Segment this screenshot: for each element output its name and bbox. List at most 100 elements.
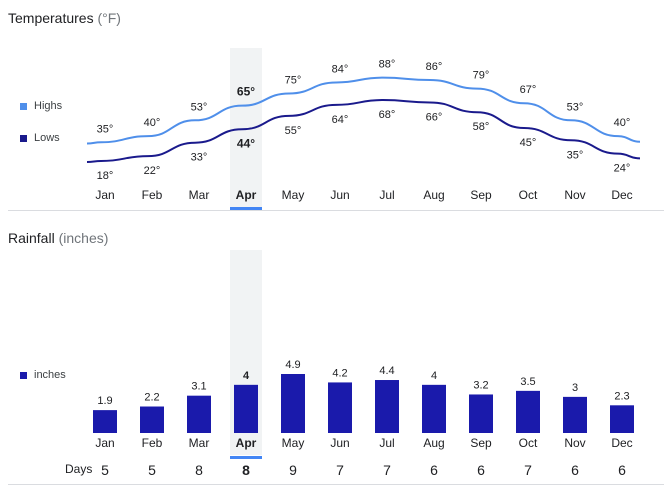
rainfall-bar bbox=[469, 394, 493, 433]
highs-data-label: 35° bbox=[97, 123, 114, 135]
temperatures-unit: (°F) bbox=[97, 10, 121, 26]
rainfall-swatch bbox=[20, 371, 27, 379]
rainfall-month-label: Mar bbox=[189, 436, 210, 450]
rainfall-data-label: 2.2 bbox=[144, 392, 159, 404]
lows-data-label: 58° bbox=[473, 121, 490, 133]
highs-data-label: 53° bbox=[567, 101, 584, 113]
highs-data-label: 88° bbox=[379, 59, 396, 71]
temperature-month-label: Feb bbox=[142, 188, 163, 202]
selected-month-underline bbox=[230, 207, 262, 210]
rainfall-month-label: Dec bbox=[611, 436, 632, 450]
rainfall-month-label: Oct bbox=[519, 436, 538, 450]
days-value: 9 bbox=[289, 462, 297, 478]
rainfall-data-label: 4.2 bbox=[332, 367, 347, 379]
rainfall-month-label: Feb bbox=[142, 436, 163, 450]
lows-data-label: 45° bbox=[520, 137, 537, 149]
lows-data-label: 44° bbox=[237, 136, 255, 150]
rainfall-bar bbox=[140, 406, 164, 433]
temperature-month-label: Jun bbox=[330, 188, 349, 202]
rainfall-bar bbox=[187, 395, 211, 433]
rainfall-month-label: Aug bbox=[423, 436, 444, 450]
lows-data-label: 66° bbox=[426, 111, 443, 123]
rainfall-unit: (inches) bbox=[58, 230, 109, 246]
highs-data-label: 79° bbox=[473, 70, 490, 82]
rainfall-month-label: Jan bbox=[95, 436, 114, 450]
legend-highs: Highs bbox=[20, 100, 62, 112]
rainfall-bar bbox=[234, 384, 258, 433]
days-value: 6 bbox=[430, 462, 438, 478]
days-value: 8 bbox=[242, 462, 250, 478]
days-value: 6 bbox=[571, 462, 579, 478]
days-value: 5 bbox=[148, 462, 156, 478]
legend-lows: Lows bbox=[20, 132, 60, 144]
days-value: 5 bbox=[101, 462, 109, 478]
selected-month-underline-rainfall bbox=[230, 456, 262, 459]
rainfall-month-label: Nov bbox=[564, 436, 585, 450]
days-value: 7 bbox=[383, 462, 391, 478]
selected-column-temperatures bbox=[230, 48, 262, 208]
rainfall-data-label: 2.3 bbox=[614, 390, 629, 402]
rainfall-month-label: Apr bbox=[236, 436, 257, 450]
temperatures-title-text: Temperatures bbox=[8, 10, 94, 26]
lows-line bbox=[86, 98, 641, 163]
temperature-month-label: Sep bbox=[470, 188, 492, 202]
rainfall-month-label: Jul bbox=[379, 436, 394, 450]
rainfall-data-label: 3 bbox=[572, 382, 578, 394]
temperature-month-label: Dec bbox=[611, 188, 632, 202]
highs-data-label: 53° bbox=[191, 101, 208, 113]
highs-line bbox=[86, 76, 641, 145]
rainfall-data-label: 4 bbox=[431, 370, 437, 382]
days-value: 6 bbox=[477, 462, 485, 478]
legend-rainfall: inches bbox=[20, 369, 66, 381]
temperature-month-label: Jul bbox=[379, 188, 394, 202]
lows-data-label: 33° bbox=[191, 152, 208, 164]
rainfall-data-label: 3.1 bbox=[191, 381, 206, 393]
rainfall-title-text: Rainfall bbox=[8, 230, 55, 246]
temperature-month-label: Nov bbox=[564, 188, 585, 202]
rainfall-data-label: 3.2 bbox=[473, 379, 488, 391]
lows-data-label: 24° bbox=[614, 163, 631, 175]
bottom-divider bbox=[8, 484, 664, 485]
rainfall-data-label: 3.5 bbox=[520, 376, 535, 388]
rainfall-bar bbox=[93, 410, 117, 433]
section-divider bbox=[8, 210, 664, 211]
lows-swatch bbox=[20, 134, 27, 142]
highs-data-label: 86° bbox=[426, 61, 443, 73]
rainfall-data-label: 1.9 bbox=[97, 395, 112, 407]
rainfall-bar bbox=[281, 374, 305, 433]
highs-data-label: 40° bbox=[614, 117, 631, 129]
rainfall-bar bbox=[375, 380, 399, 433]
temperature-month-label: Jan bbox=[95, 188, 114, 202]
rainfall-bar bbox=[610, 405, 634, 433]
rainfall-data-label: 4.4 bbox=[379, 365, 394, 377]
lows-data-label: 22° bbox=[144, 165, 161, 177]
lows-data-label: 55° bbox=[285, 125, 302, 137]
rainfall-bar bbox=[516, 390, 540, 433]
rainfall-month-label: Sep bbox=[470, 436, 492, 450]
temperature-month-label: Aug bbox=[423, 188, 444, 202]
legend-rainfall-label: inches bbox=[34, 369, 66, 381]
highs-data-label: 75° bbox=[285, 74, 302, 86]
legend-highs-label: Highs bbox=[34, 100, 63, 112]
rainfall-data-label: 4 bbox=[243, 370, 250, 382]
rainfall-title: Rainfall (inches) bbox=[8, 230, 108, 246]
highs-data-label: 40° bbox=[144, 117, 161, 129]
rainfall-bar bbox=[328, 382, 352, 433]
rainfall-bar bbox=[563, 396, 587, 433]
legend-lows-label: Lows bbox=[34, 132, 60, 144]
lows-data-label: 35° bbox=[567, 149, 584, 161]
lows-data-label: 64° bbox=[332, 114, 349, 126]
days-value: 8 bbox=[195, 462, 203, 478]
rainfall-data-label: 4.9 bbox=[285, 359, 300, 371]
highs-swatch bbox=[20, 102, 27, 110]
temperature-month-label: Apr bbox=[236, 188, 257, 202]
temperature-month-label: Oct bbox=[519, 188, 538, 202]
lows-data-label: 68° bbox=[379, 109, 396, 121]
rainfall-month-label: May bbox=[282, 436, 305, 450]
days-value: 6 bbox=[618, 462, 626, 478]
rainfall-bar bbox=[422, 384, 446, 433]
days-label: Days bbox=[65, 462, 93, 476]
highs-data-label: 67° bbox=[520, 84, 537, 96]
temperature-month-label: May bbox=[282, 188, 305, 202]
